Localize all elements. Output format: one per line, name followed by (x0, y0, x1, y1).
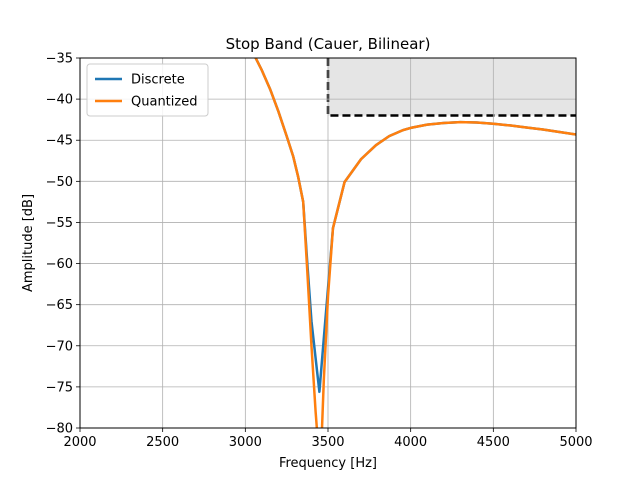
y-axis-label: Amplitude [dB] (21, 194, 36, 292)
chart-title: Stop Band (Cauer, Bilinear) (226, 35, 431, 53)
y-tick-label: −45 (46, 134, 73, 149)
legend-box (86, 63, 209, 117)
x-tick-label: 3500 (311, 435, 344, 450)
x-tick-label: 5000 (559, 435, 592, 450)
series-line-quantized (254, 58, 576, 428)
y-tick-label: −50 (46, 175, 73, 190)
x-tick-label: 4500 (477, 435, 510, 450)
legend-label-quantized: Quantized (131, 95, 197, 110)
y-tick-label: −60 (46, 257, 73, 272)
y-tick-label: −70 (46, 339, 73, 354)
x-tick-label: 2500 (146, 435, 179, 450)
y-tick-label: −80 (46, 422, 73, 437)
stopband-spec-region (328, 58, 576, 116)
legend-label-discrete: Discrete (131, 73, 185, 88)
x-tick-label: 2000 (63, 435, 96, 450)
y-tick-label: −75 (46, 380, 73, 395)
x-axis-label: Frequency [Hz] (279, 456, 377, 471)
y-tick-label: −65 (46, 298, 73, 313)
legend: Discrete Quantized (86, 63, 209, 117)
y-tick-label: −40 (46, 93, 73, 108)
x-tick-label: 4000 (394, 435, 427, 450)
x-tick-label: 3000 (229, 435, 262, 450)
y-tick-label: −35 (46, 52, 73, 67)
y-tick-label: −55 (46, 216, 73, 231)
